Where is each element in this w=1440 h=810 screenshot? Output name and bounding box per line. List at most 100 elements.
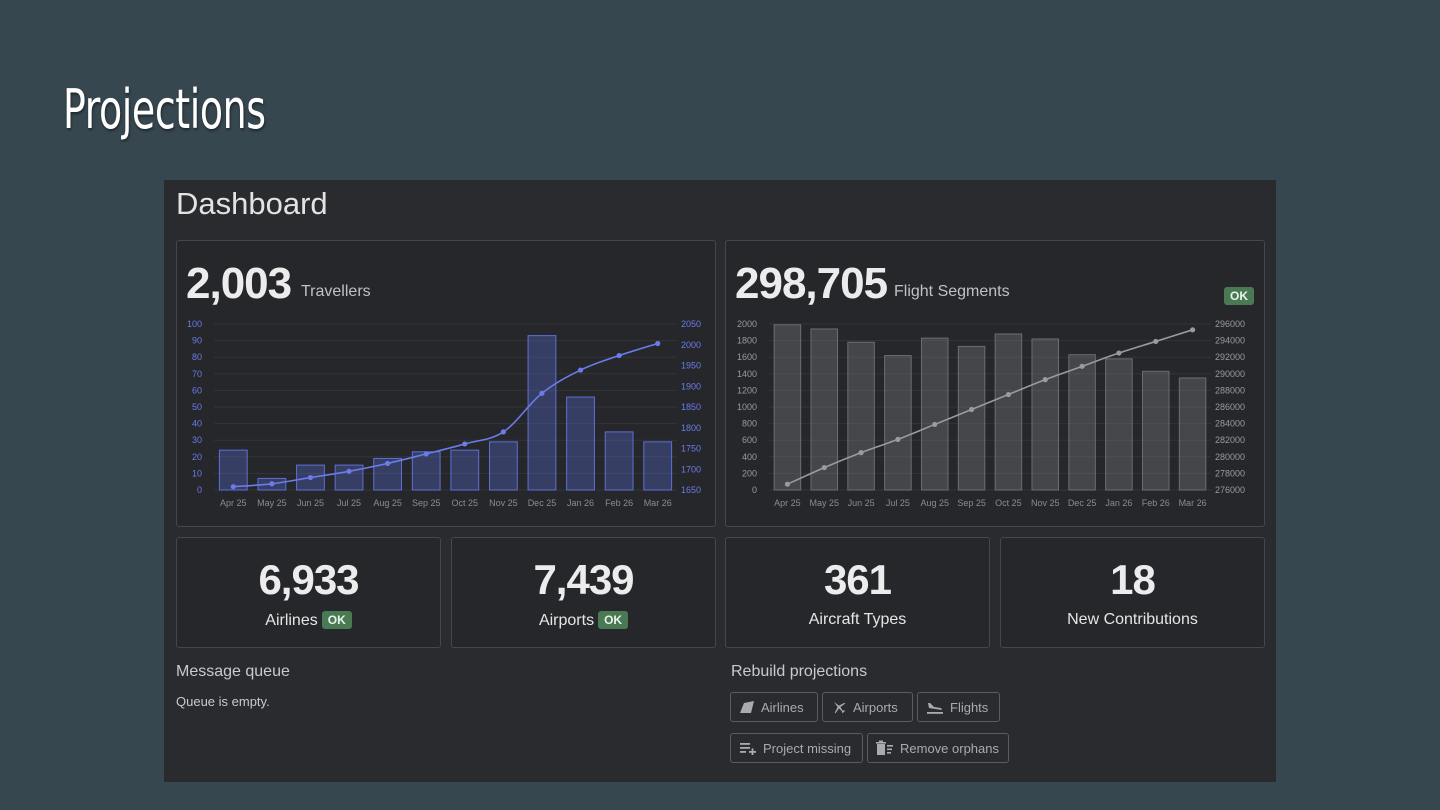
x-axis-tick: Apr 25 — [220, 498, 247, 508]
chart-bar — [643, 441, 673, 491]
line-point — [385, 460, 391, 467]
dashboard-screen: Dashboard 2,003 Travellers 0 10 20 30 40 50 60… — [164, 180, 1276, 782]
left-axis-tick: 1200 — [737, 385, 757, 395]
chart-bar — [1031, 338, 1060, 491]
line-point — [423, 451, 429, 457]
right-axis-tick: 1950 — [681, 361, 701, 371]
left-axis-tick: 40 — [192, 419, 202, 429]
x-axis-tick: Mar 26 — [644, 498, 672, 508]
x-axis-tick: Jun 25 — [848, 498, 875, 508]
travellers-label: Travellers — [301, 283, 371, 300]
project-missing-button[interactable]: Project missing — [730, 733, 863, 763]
right-axis-tick: 2050 — [681, 319, 701, 329]
right-axis-tick: 1750 — [681, 444, 701, 454]
segments-chart: 0 200 400 600 800 1000 1200 1400 1600 1800 2000 276… — [737, 319, 1245, 508]
aircraft-types-count: 361 — [823, 556, 892, 603]
line-point — [616, 352, 622, 359]
right-axis-tick: 2000 — [681, 340, 701, 350]
aircraft-types-stat-card: 361 Aircraft Types — [725, 537, 990, 648]
right-axis-tick: 1700 — [681, 464, 701, 474]
message-queue-title: Message queue — [176, 663, 290, 680]
series-line — [787, 329, 1193, 485]
line-point — [230, 484, 236, 490]
left-axis-tick: 1000 — [737, 402, 757, 412]
right-axis-tick: 288000 — [1215, 385, 1245, 395]
left-axis-tick: 20 — [192, 452, 202, 462]
contributions-stat-card: 18 New Contributions — [1000, 537, 1265, 648]
right-axis-tick: 296000 — [1215, 319, 1245, 329]
airports-label: Airports — [538, 612, 595, 629]
right-axis-tick: 280000 — [1215, 452, 1245, 462]
line-point — [895, 436, 901, 442]
left-axis-tick: 30 — [192, 435, 202, 445]
right-axis-tick: 294000 — [1215, 336, 1245, 346]
right-axis-tick: 290000 — [1215, 369, 1245, 379]
line-point — [858, 450, 864, 456]
segments-card: 298,705 Flight Segments OK 0 200 400 600 800… — [725, 240, 1265, 527]
left-axis-tick: 90 — [192, 336, 202, 346]
airports-label-row: Airports OK — [452, 611, 715, 630]
chart-bar — [884, 355, 912, 491]
x-axis-tick: Oct 25 — [995, 498, 1022, 508]
x-axis-tick: May 25 — [809, 498, 839, 508]
left-axis-tick: 200 — [742, 468, 757, 478]
left-axis-tick: 50 — [192, 402, 202, 412]
dashboard-title: Dashboard — [176, 186, 328, 221]
x-axis-tick: Feb 26 — [605, 498, 633, 508]
x-axis-tick: Nov 25 — [489, 498, 518, 508]
rebuild-airports-button[interactable]: Airports — [822, 692, 913, 722]
series-line — [233, 342, 658, 488]
x-axis-tick: Jul 25 — [337, 498, 361, 508]
x-axis-tick: Jul 25 — [886, 498, 910, 508]
segments-label: Flight Segments — [894, 283, 1010, 300]
line-point — [307, 474, 314, 481]
right-axis-tick: 1850 — [681, 402, 701, 412]
plane-tail-icon — [740, 701, 754, 713]
chart-bar — [994, 333, 1023, 491]
line-point — [784, 481, 791, 487]
x-axis-tick: Dec 25 — [1068, 498, 1097, 508]
line-point — [655, 340, 661, 347]
airport-icon — [834, 702, 846, 714]
line-point — [539, 390, 545, 396]
chart-bar — [527, 335, 557, 491]
x-axis-tick: Aug 25 — [920, 498, 949, 508]
left-axis-tick: 1600 — [737, 352, 757, 362]
rebuild-airlines-button[interactable]: Airlines — [730, 692, 818, 722]
travellers-chart: 0 10 20 30 40 50 60 70 80 90 100 1650 1700 1750 1800 18… — [187, 319, 701, 508]
x-axis-tick: Sep 25 — [412, 498, 441, 508]
rebuild-airports-label: Airports — [853, 699, 898, 715]
x-axis-tick: May 25 — [257, 498, 287, 508]
airlines-label-row: Airlines OK — [177, 611, 440, 630]
left-axis-tick: 70 — [192, 369, 202, 379]
travellers-count: 2,003 — [186, 259, 292, 308]
rebuild-flights-label: Flights — [950, 699, 989, 715]
x-axis-tick: Aug 25 — [373, 498, 402, 508]
chart-bar — [1178, 377, 1207, 491]
segments-ok-badge: OK — [1224, 287, 1254, 305]
left-axis-tick: 10 — [192, 468, 202, 478]
left-axis-tick: 80 — [192, 352, 202, 362]
line-point — [346, 468, 352, 474]
line-point — [1116, 350, 1122, 356]
chart-bar — [1105, 358, 1133, 491]
rebuild-flights-button[interactable]: Flights — [917, 692, 1000, 722]
chart-bar — [957, 345, 986, 491]
airlines-count: 6,933 — [258, 556, 359, 603]
right-axis-tick: 284000 — [1215, 419, 1245, 429]
line-point — [462, 441, 468, 447]
chart-bar — [411, 451, 441, 491]
line-point — [821, 464, 827, 471]
x-axis-tick: Oct 25 — [452, 498, 479, 508]
left-axis-tick: 0 — [752, 485, 757, 495]
chart-bar — [1141, 370, 1170, 491]
line-point — [932, 421, 938, 428]
segments-count: 298,705 — [735, 259, 888, 308]
rebuild-airlines-label: Airlines — [761, 699, 804, 715]
remove-orphans-button[interactable]: Remove orphans — [867, 733, 1009, 763]
line-point — [1189, 327, 1196, 333]
line-point — [1079, 363, 1085, 369]
right-axis-tick: 1900 — [681, 381, 701, 391]
line-point — [1153, 338, 1159, 345]
left-axis-tick: 400 — [742, 452, 757, 462]
